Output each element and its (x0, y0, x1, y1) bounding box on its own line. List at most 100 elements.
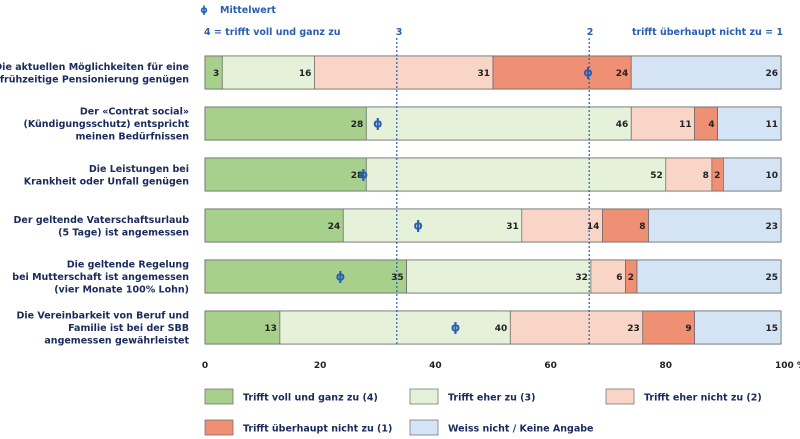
x-tick-label: 60 (544, 361, 557, 371)
bar-value-label: 25 (765, 273, 778, 283)
category-label-line: Krankheit oder Unfall genügen (24, 176, 189, 187)
mean-marker: ϕ (373, 117, 383, 131)
legend-label: Trifft voll und ganz zu (4) (243, 393, 378, 404)
legend-swatch (204, 419, 234, 436)
bar-value-label: 3 (213, 69, 219, 79)
bar-segment (630, 55, 782, 90)
category-label: Der «Contrat social» (Kündigungsschutz) e… (23, 107, 189, 143)
mean-marker: ϕ (451, 321, 461, 335)
bar-segment (204, 208, 344, 243)
legend-label: Trifft eher nicht zu (2) (644, 393, 762, 404)
bar-value-label: 4 (708, 120, 714, 130)
bar-segment (509, 310, 644, 345)
x-tick-label: 40 (429, 361, 442, 371)
legend-label: Trifft eher zu (3) (448, 393, 535, 404)
bar-segment (694, 310, 782, 345)
mean-markers: ϕ ϕ ϕ ϕ ϕ ϕ (336, 66, 593, 335)
bar-value-label: 8 (703, 171, 709, 181)
x-tick-label: 20 (314, 361, 327, 371)
category-label-line: Die geltende Regelung (67, 260, 189, 271)
bar-segment (342, 208, 523, 243)
category-label-line: Die Vereinbarkeit von Beruf und (16, 311, 189, 322)
bar-value-label: 15 (765, 324, 778, 334)
category-label-line: Der «Contrat social» (80, 107, 189, 118)
bar-segment (314, 55, 494, 90)
category-label: Die Vereinbarkeit von Beruf und Familie i… (16, 311, 189, 347)
bar-value-label: 31 (506, 222, 519, 232)
bar-segment (648, 208, 782, 243)
category-label-line: (Kündigungsschutz) entspricht (23, 119, 189, 130)
bars: 3163124262846114112852821024311482335326… (204, 55, 782, 345)
bar-value-label: 11 (765, 120, 778, 130)
bar-segment (204, 106, 367, 141)
bar-value-label: 31 (477, 69, 490, 79)
category-label: Die geltende Regelung bei Mutterschaft is… (12, 260, 189, 296)
bar-value-label: 40 (495, 324, 508, 334)
bar-value-label: 2 (714, 171, 720, 181)
reference-line-label-2: 2 (587, 27, 594, 38)
mean-legend-label: Mittelwert (220, 5, 276, 16)
bar-value-label: 52 (650, 171, 663, 181)
bar-value-label: 2 (628, 273, 634, 283)
bar-segment (723, 157, 782, 192)
category-labels: Die aktuellen Möglichkeiten für eine früh… (0, 62, 189, 347)
scale-right-label: trifft überhaupt nicht zu = 1 (632, 27, 783, 38)
legend-label: Trifft überhaupt nicht zu (1) (243, 424, 392, 435)
bar-segment (492, 55, 632, 90)
mean-marker: ϕ (413, 219, 423, 233)
mean-marker: ϕ (583, 66, 593, 80)
x-tick-label: 80 (660, 361, 673, 371)
bar-value-label: 16 (299, 69, 312, 79)
bar-value-label: 24 (616, 69, 629, 79)
legend: Trifft voll und ganz zu (4) Trifft eher z… (204, 388, 762, 436)
category-label-line: bei Mutterschaft ist angemessen (12, 272, 189, 283)
x-tick-label: 0 (202, 361, 208, 371)
bar-value-label: 46 (616, 120, 629, 130)
bar-value-label: 9 (685, 324, 691, 334)
bar-segment (717, 106, 782, 141)
mean-marker: ϕ (336, 270, 346, 284)
mean-legend-symbol: ϕ (200, 5, 208, 16)
bar-segment (204, 157, 367, 192)
category-label-line: angemessen gewährleistet (44, 336, 189, 347)
category-label-line: Die aktuellen Möglichkeiten für eine (0, 62, 189, 73)
reference-lines (396, 38, 590, 346)
bar-segment (636, 259, 782, 294)
legend-label: Weiss nicht / Keine Angabe (448, 424, 593, 435)
legend-swatch (409, 388, 439, 405)
scale-left-label: 4 = trifft voll und ganz zu (204, 27, 341, 38)
chart-header: ϕ Mittelwert 4 = trifft voll und ganz zu… (200, 5, 783, 38)
bar-value-label: 10 (765, 171, 778, 181)
category-label-line: frühzeitige Pensionierung genügen (0, 74, 189, 85)
bar-value-label: 6 (616, 273, 622, 283)
category-label: Die aktuellen Möglichkeiten für eine früh… (0, 62, 189, 86)
bar-segment (365, 106, 632, 141)
bar-segment (406, 259, 592, 294)
bar-value-label: 28 (351, 120, 364, 130)
bar-segment (630, 106, 695, 141)
bar-segment (642, 310, 695, 345)
x-axis: 0 20 40 60 80 100 % (202, 361, 800, 371)
bar-value-label: 14 (587, 222, 600, 232)
bar-value-label: 28 (351, 171, 364, 181)
category-label-line: (5 Tage) ist angemessen (58, 227, 189, 238)
bar-value-label: 13 (264, 324, 277, 334)
legend-swatch (409, 419, 439, 436)
category-label: Der geltende Vaterschaftsurlaub (5 Tage) … (14, 215, 190, 239)
legend-swatch (204, 388, 234, 405)
bar-value-label: 23 (765, 222, 778, 232)
category-label: Die Leistungen bei Krankheit oder Unfall … (24, 164, 189, 188)
category-label-line: meinen Bedürfnissen (76, 132, 190, 143)
category-label-line: Familie ist bei der SBB (68, 323, 189, 334)
bar-value-label: 26 (765, 69, 778, 79)
x-tick-label: 100 % (775, 361, 800, 371)
mean-marker: ϕ (359, 168, 369, 182)
category-label-line: Der geltende Vaterschaftsurlaub (14, 215, 190, 226)
bar-segment (221, 55, 315, 90)
bar-segment (365, 157, 667, 192)
bar-value-label: 32 (575, 273, 588, 283)
bar-value-label: 24 (328, 222, 341, 232)
bar-segment (279, 310, 511, 345)
category-label-line: Die Leistungen bei (89, 164, 189, 175)
